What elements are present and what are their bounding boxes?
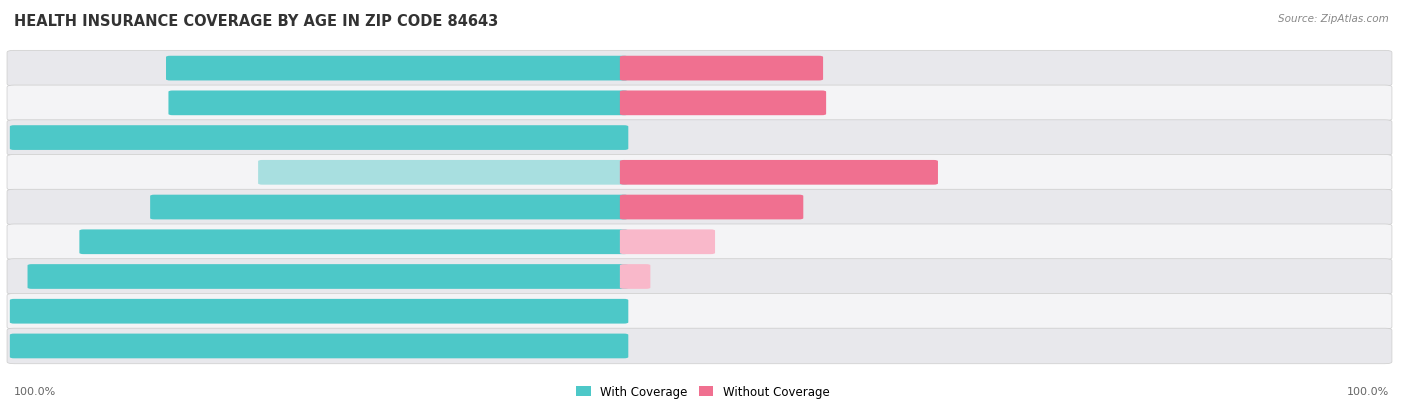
Text: 0.0%: 0.0% (681, 306, 709, 316)
Text: 45 to 54 Years: 45 to 54 Years (624, 237, 703, 247)
Text: HEALTH INSURANCE COVERAGE BY AGE IN ZIP CODE 84643: HEALTH INSURANCE COVERAGE BY AGE IN ZIP … (14, 14, 498, 29)
Text: 100.0%: 100.0% (1347, 387, 1389, 396)
Text: 74.0%: 74.0% (180, 99, 218, 109)
Text: 100.0%: 100.0% (21, 341, 67, 351)
Text: 6 to 18 Years: 6 to 18 Years (624, 99, 696, 109)
Text: 97.1%: 97.1% (39, 272, 77, 282)
Text: 100.0%: 100.0% (21, 133, 67, 143)
Text: Source: ZipAtlas.com: Source: ZipAtlas.com (1278, 14, 1389, 24)
Text: 55 to 64 Years: 55 to 64 Years (624, 272, 703, 282)
Text: 100.0%: 100.0% (21, 306, 67, 316)
Text: 65 to 74 Years: 65 to 74 Years (624, 306, 703, 316)
Text: 77.0%: 77.0% (162, 202, 200, 213)
Text: 25.6%: 25.6% (825, 64, 862, 74)
Text: 59.3%: 59.3% (222, 168, 259, 178)
Text: 26.0%: 26.0% (830, 99, 865, 109)
Text: 2.9%: 2.9% (654, 272, 682, 282)
Legend: With Coverage, Without Coverage: With Coverage, Without Coverage (572, 381, 834, 403)
Text: 19 to 25 Years: 19 to 25 Years (624, 133, 703, 143)
Text: Under 6 Years: Under 6 Years (624, 64, 702, 74)
Text: 100.0%: 100.0% (14, 387, 56, 396)
Text: 35 to 44 Years: 35 to 44 Years (624, 202, 703, 213)
Text: 40.7%: 40.7% (941, 168, 976, 178)
Text: 75 Years and older: 75 Years and older (624, 341, 728, 351)
Text: 74.4%: 74.4% (177, 64, 217, 74)
Text: 0.0%: 0.0% (681, 133, 709, 143)
Text: 23.0%: 23.0% (806, 202, 841, 213)
Text: 11.4%: 11.4% (718, 237, 754, 247)
Text: 88.6%: 88.6% (90, 237, 129, 247)
Text: 0.0%: 0.0% (681, 341, 709, 351)
Text: 26 to 34 Years: 26 to 34 Years (624, 168, 703, 178)
